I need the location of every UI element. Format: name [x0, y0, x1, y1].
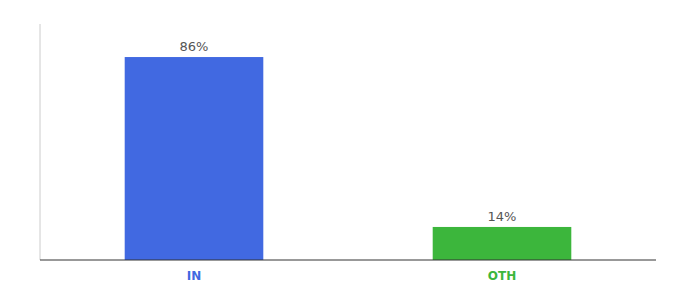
bars — [125, 57, 572, 260]
x-tick-label: IN — [187, 269, 202, 283]
chart-svg: 86% 14% IN OTH — [0, 0, 680, 300]
y-axis-line — [40, 24, 41, 260]
data-label: 86% — [180, 39, 209, 54]
x-tick-label: OTH — [488, 269, 516, 283]
x-axis-line — [40, 260, 656, 261]
bar — [433, 227, 572, 260]
chart-container: 86% 14% IN OTH — [0, 0, 680, 300]
data-label: 14% — [488, 209, 517, 224]
background — [0, 0, 680, 300]
labels: 86% 14% IN OTH — [180, 39, 517, 283]
bar — [125, 57, 264, 260]
